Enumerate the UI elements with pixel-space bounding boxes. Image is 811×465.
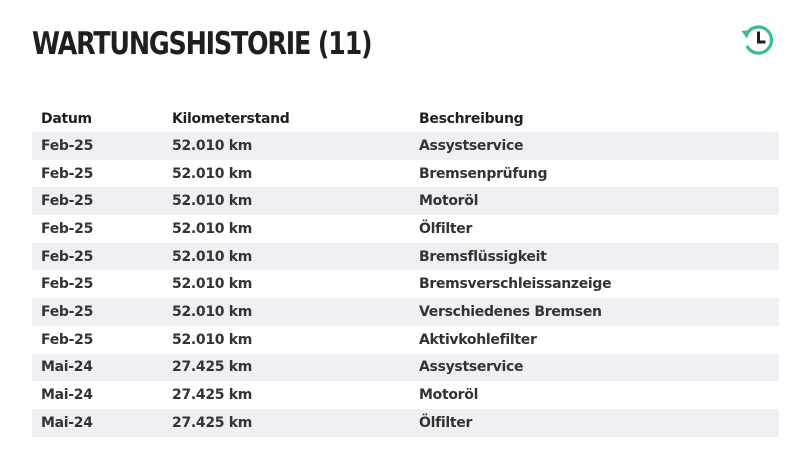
table-row: Feb-25 52.010 km Assystservice	[32, 132, 779, 160]
cell-description: Bremsflüssigkeit	[410, 242, 779, 271]
cell-date: Mai-24	[32, 353, 163, 382]
cell-description: Bremsverschleissanzeige	[410, 270, 779, 299]
cell-mileage: 52.010 km	[163, 298, 410, 326]
cell-description: Bremsenprüfung	[410, 159, 779, 188]
cell-mileage: 52.010 km	[163, 215, 410, 243]
table-row: Feb-25 52.010 km Bremsenprüfung	[32, 159, 779, 188]
table-row: Mai-24 27.425 km Ölfilter	[32, 408, 779, 437]
cell-date: Mai-24	[32, 408, 163, 437]
cell-date: Feb-25	[32, 298, 163, 326]
cell-description: Assystservice	[410, 132, 779, 160]
cell-date: Feb-25	[32, 242, 163, 271]
cell-mileage: 27.425 km	[163, 381, 410, 409]
table-row: Mai-24 27.425 km Motoröl	[32, 381, 779, 409]
cell-mileage: 52.010 km	[163, 242, 410, 271]
cell-mileage: 52.010 km	[163, 132, 410, 160]
cell-date: Feb-25	[32, 325, 163, 354]
cell-mileage: 52.010 km	[163, 325, 410, 354]
cell-description: Verschiedenes Bremsen	[410, 298, 779, 326]
cell-description: Motoröl	[410, 187, 779, 216]
table-row: Feb-25 52.010 km Ölfilter	[32, 215, 779, 243]
cell-description: Assystservice	[410, 353, 779, 382]
cell-mileage: 52.010 km	[163, 159, 410, 188]
cell-mileage: 52.010 km	[163, 187, 410, 216]
cell-date: Feb-25	[32, 270, 163, 299]
column-header-description: Beschreibung	[419, 110, 524, 127]
column-header-mileage: Kilometerstand	[172, 110, 290, 127]
cell-date: Feb-25	[32, 215, 163, 243]
cell-description: Ölfilter	[410, 408, 779, 437]
table-row: Feb-25 52.010 km Aktivkohlefilter	[32, 325, 779, 354]
column-header-date: Datum	[41, 110, 92, 127]
cell-date: Feb-25	[32, 132, 163, 160]
maintenance-history-table: Datum Kilometerstand Beschreibung Feb-25…	[32, 105, 779, 437]
table-row: Mai-24 27.425 km Assystservice	[32, 353, 779, 382]
cell-date: Feb-25	[32, 159, 163, 188]
table-row: Feb-25 52.010 km Verschiedenes Bremsen	[32, 298, 779, 326]
table-header-row: Datum Kilometerstand Beschreibung	[32, 105, 779, 132]
table-row: Feb-25 52.010 km Bremsverschleissanzeige	[32, 270, 779, 299]
cell-mileage: 27.425 km	[163, 353, 410, 382]
cell-mileage: 52.010 km	[163, 270, 410, 299]
history-clock-icon[interactable]	[740, 22, 776, 58]
cell-description: Ölfilter	[410, 215, 779, 243]
cell-mileage: 27.425 km	[163, 408, 410, 437]
cell-description: Aktivkohlefilter	[410, 325, 779, 354]
cell-date: Mai-24	[32, 381, 163, 409]
table-row: Feb-25 52.010 km Bremsflüssigkeit	[32, 242, 779, 271]
page-title: WARTUNGSHISTORIE (11)	[32, 26, 373, 62]
table-row: Feb-25 52.010 km Motoröl	[32, 187, 779, 216]
cell-description: Motoröl	[410, 381, 779, 409]
cell-date: Feb-25	[32, 187, 163, 216]
